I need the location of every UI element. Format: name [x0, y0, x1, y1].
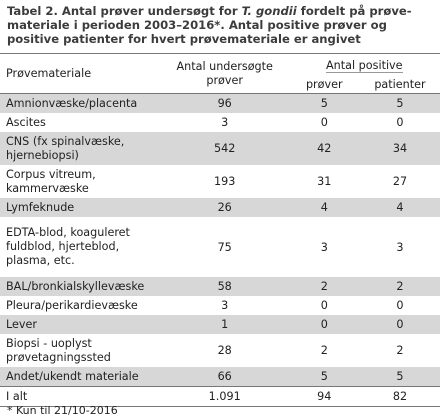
header-positive-label: Antal positive — [326, 58, 403, 73]
cell-examined: 66 — [160, 367, 289, 387]
header-samples: prøver — [305, 78, 343, 91]
cell-examined: 193 — [214, 175, 236, 188]
cell-samples: 5 — [288, 93, 360, 113]
cell-examined: 75 — [217, 240, 232, 254]
cell-material: Biopsi - uoplyst prøvetagningssted — [6, 336, 111, 364]
cell-material: Corpus vitreum, kammervæske — [6, 167, 96, 195]
cell-patients: 5 — [359, 93, 440, 113]
table-row: CNS (fx spinalvæske, hjernebiopsi) 542 4… — [0, 132, 440, 165]
table-row: Lymfeknude 26 4 4 — [0, 198, 440, 217]
table-row: Amnionvæske/placenta 96 5 5 — [0, 93, 440, 113]
cell-examined: 542 — [160, 132, 289, 165]
table-row: Corpus vitreum, kammervæske 193 31 27 — [0, 165, 440, 198]
cell-patients: 27 — [392, 175, 408, 188]
cell-samples: 0 — [288, 315, 360, 334]
header-positive: Antal positive — [289, 54, 440, 77]
total-patients: 82 — [359, 386, 440, 407]
cell-examined: 26 — [160, 198, 289, 217]
cell-samples: 0 — [320, 299, 328, 312]
caption-species: T. gondii — [241, 4, 297, 18]
total-label: I alt — [0, 386, 161, 407]
cell-patients: 3 — [396, 240, 404, 254]
header-patients: patienter — [374, 78, 426, 91]
table-caption: Tabel 2. Antal prøver undersøgt for T. g… — [7, 4, 435, 46]
cell-patients: 0 — [396, 116, 404, 129]
cell-material: Andet/ukendt materiale — [0, 367, 161, 387]
cell-material: CNS (fx spinalvæske, hjernebiopsi) — [0, 132, 161, 165]
table-row: Andet/ukendt materiale 66 5 5 — [0, 367, 440, 387]
cell-examined: 3 — [221, 299, 229, 312]
cell-samples: 5 — [288, 367, 360, 387]
cell-material: Lymfeknude — [0, 198, 161, 217]
table-row: BAL/bronkialskyllevæske 58 2 2 — [0, 277, 440, 296]
table-row: Ascites 3 0 0 — [0, 113, 440, 132]
cell-material: Lever — [0, 315, 161, 334]
cell-patients: 0 — [359, 315, 440, 334]
cell-samples: 3 — [320, 240, 328, 254]
table-row: Lever 1 0 0 — [0, 315, 440, 334]
data-table: Prøvemateriale Antal undersøgte prøver A… — [0, 53, 440, 407]
footnote: * Kun til 21/10-2016 — [7, 404, 118, 417]
total-examined: 1.091 — [160, 386, 289, 407]
cell-material: EDTA-blod, koaguleret fuldblod, hjertebl… — [6, 226, 130, 267]
cell-examined: 58 — [160, 277, 289, 296]
cell-material: Amnionvæske/placenta — [0, 93, 161, 113]
cell-samples: 31 — [317, 175, 332, 188]
cell-samples: 42 — [288, 132, 360, 165]
cell-patients: 5 — [359, 367, 440, 387]
table-row: Pleura/perikardievæske 3 0 0 — [0, 296, 440, 315]
table-row: EDTA-blod, koaguleret fuldblod, hjertebl… — [0, 217, 440, 277]
cell-examined: 96 — [160, 93, 289, 113]
cell-patients: 34 — [359, 132, 440, 165]
cell-patients: 2 — [396, 344, 404, 357]
table-row: Biopsi - uoplyst prøvetagningssted 28 2 … — [0, 334, 440, 367]
cell-samples: 2 — [288, 277, 360, 296]
cell-patients: 4 — [359, 198, 440, 217]
cell-samples: 0 — [320, 116, 328, 129]
cell-samples: 4 — [288, 198, 360, 217]
caption-text-1: Tabel 2. Antal prøver undersøgt for — [7, 4, 242, 18]
cell-material: Ascites — [6, 115, 46, 129]
total-samples: 94 — [288, 386, 360, 407]
cell-patients: 0 — [396, 299, 404, 312]
cell-examined: 3 — [221, 116, 229, 129]
cell-samples: 2 — [320, 344, 328, 357]
header-examined: Antal undersøgte prøver — [160, 53, 289, 94]
cell-material: Pleura/perikardievæske — [6, 298, 138, 312]
cell-material: BAL/bronkialskyllevæske — [0, 277, 161, 296]
caption-text-2: fordelt på prøve-materiale i perioden 20… — [7, 4, 412, 46]
cell-patients: 2 — [359, 277, 440, 296]
cell-examined: 28 — [217, 344, 232, 357]
header-material: Prøvemateriale — [0, 53, 161, 94]
cell-examined: 1 — [160, 315, 289, 334]
total-row: I alt 1.091 94 82 — [0, 386, 440, 407]
